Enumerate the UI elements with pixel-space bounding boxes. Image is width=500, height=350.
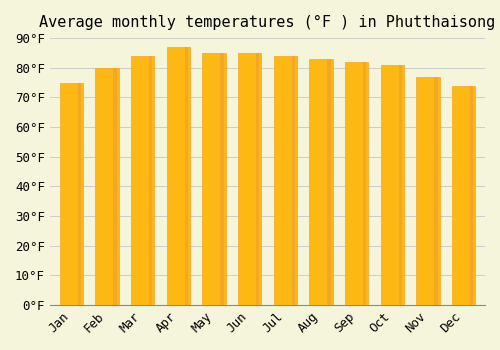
Bar [398, 65, 402, 305]
Bar [202, 53, 226, 305]
Bar [292, 56, 295, 305]
Bar [60, 83, 83, 305]
Bar [380, 65, 404, 305]
Bar [131, 56, 154, 305]
Bar [220, 53, 224, 305]
Bar [149, 56, 152, 305]
Bar [78, 83, 81, 305]
Bar [328, 59, 331, 305]
Bar [114, 68, 117, 305]
Bar [470, 86, 474, 305]
Bar [345, 62, 368, 305]
Bar [238, 53, 261, 305]
Bar [452, 86, 475, 305]
Bar [166, 47, 190, 305]
Title: Average monthly temperatures (°F ) in Phutthaisong: Average monthly temperatures (°F ) in Ph… [40, 15, 496, 30]
Bar [416, 77, 440, 305]
Bar [184, 47, 188, 305]
Bar [256, 53, 260, 305]
Bar [274, 56, 297, 305]
Bar [96, 68, 118, 305]
Bar [310, 59, 332, 305]
Bar [363, 62, 366, 305]
Bar [434, 77, 438, 305]
